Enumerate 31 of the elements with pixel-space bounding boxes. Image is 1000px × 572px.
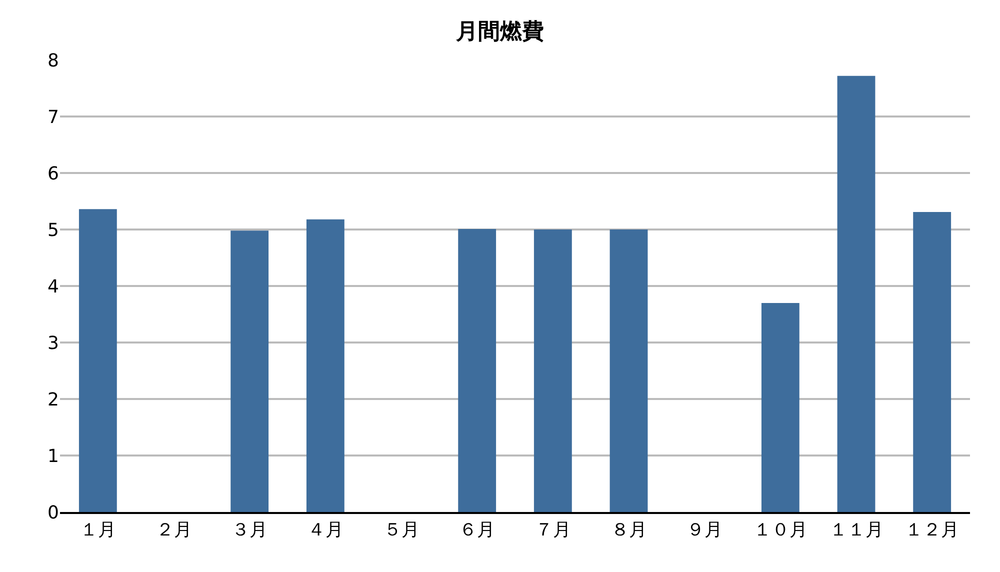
x-tick-label: １０月 [753,520,808,541]
x-tick-label: １２月 [905,520,960,541]
bar [78,209,117,512]
x-tick-label: ５月 [383,520,420,541]
y-tick-label: 0 [48,502,59,524]
bar [913,212,952,512]
bar [610,230,648,512]
y-tick-label: 3 [48,332,59,354]
x-tick-label: ９月 [686,520,723,541]
x-tick-label: ４月 [307,520,344,541]
x-tick-label: ８月 [610,520,647,541]
bar [837,76,876,512]
bar [306,219,344,512]
bar [534,230,572,512]
chart-title: 月間燃費 [455,19,544,44]
bar [230,230,269,512]
x-tick-label: ２月 [156,520,192,541]
x-tick-label: ７月 [534,520,571,541]
y-tick-label: 8 [48,50,59,72]
y-tick-label: 5 [48,220,59,241]
bar [761,302,800,512]
x-tick-label: １月 [80,520,116,541]
x-tick-label: ６月 [459,520,496,541]
y-tick-label: 4 [48,276,59,298]
y-tick-label: 6 [48,163,59,184]
x-tick-label: ３月 [232,520,268,541]
bar [458,228,496,512]
y-tick-label: 7 [48,106,59,128]
y-tick-label: 2 [48,389,59,410]
x-tick-label: １１月 [829,520,884,541]
y-tick-label: 1 [48,446,59,467]
